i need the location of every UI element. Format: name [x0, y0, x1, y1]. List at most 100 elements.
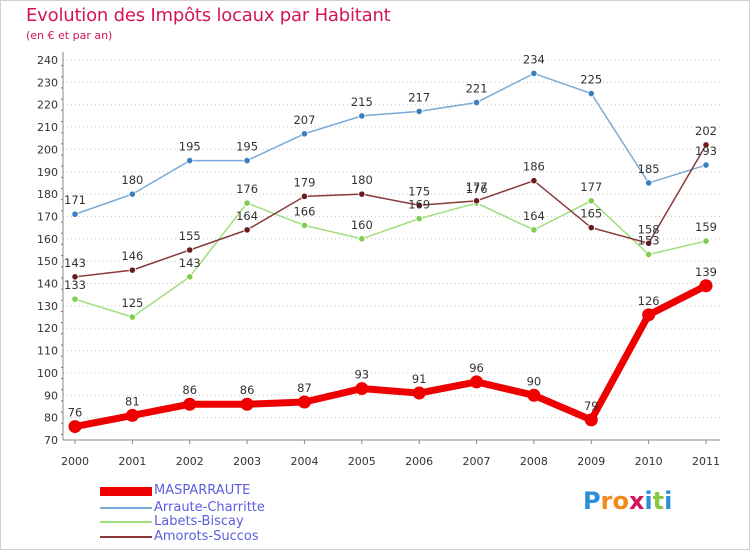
legend-swatch	[100, 507, 152, 509]
y-tick-label: 170	[37, 210, 58, 223]
y-tick-label: 200	[37, 143, 58, 156]
data-point	[645, 179, 653, 187]
grid-lines	[63, 59, 720, 419]
data-point	[530, 69, 538, 78]
legend-label: Labets-Biscay	[154, 514, 244, 529]
data-label: 179	[293, 175, 315, 189]
data-point	[702, 141, 710, 149]
data-point	[702, 237, 710, 245]
data-point	[587, 224, 595, 232]
data-label: 160	[351, 218, 373, 232]
data-point	[300, 192, 309, 200]
data-point	[358, 112, 366, 120]
data-label: 176	[466, 182, 488, 196]
data-point	[128, 266, 136, 274]
data-point	[125, 408, 139, 422]
y-tick-label: 110	[37, 345, 58, 358]
data-label: 171	[64, 193, 86, 207]
data-point	[587, 89, 595, 98]
chart-title: Evolution des Impôts locaux par Habitant	[26, 5, 391, 26]
data-point	[240, 397, 254, 411]
data-labels: 171 180 195 195 207 215 217 221 234 225 185 193 133 1…	[64, 52, 717, 419]
data-point	[527, 388, 541, 402]
data-point	[243, 199, 251, 207]
series-lines	[68, 69, 713, 434]
data-label: 91	[412, 372, 427, 386]
x-tick-label: 2009	[577, 455, 605, 468]
data-point	[71, 295, 79, 303]
data-label: 86	[240, 383, 255, 397]
data-point	[355, 382, 369, 396]
data-label: 159	[695, 220, 717, 234]
data-point	[358, 235, 366, 243]
y-tick-label: 90	[44, 389, 58, 402]
data-label: 177	[466, 180, 488, 194]
x-tick-label: 2010	[635, 455, 663, 468]
data-label: 125	[121, 296, 143, 310]
data-point	[584, 413, 598, 427]
y-tick-label: 160	[37, 233, 58, 246]
data-point	[300, 130, 309, 138]
data-label: 153	[638, 233, 660, 247]
data-label: 166	[293, 204, 315, 218]
data-label: 143	[64, 256, 86, 270]
data-label: 165	[580, 207, 602, 221]
data-point	[415, 107, 423, 116]
data-point	[300, 221, 309, 230]
data-label: 93	[354, 368, 369, 382]
series-line	[74, 200, 707, 318]
data-label: 195	[236, 140, 258, 154]
data-point	[186, 246, 194, 254]
legend-item-masparraute: MASPARRAUTE	[100, 483, 340, 499]
x-tick-label: 2006	[405, 455, 433, 468]
logo-letter: i	[664, 487, 673, 515]
data-label: 76	[68, 406, 83, 420]
data-point	[530, 226, 538, 234]
x-tick-label: 2005	[348, 455, 376, 468]
legend-swatch	[100, 487, 152, 496]
legend-label: MASPARRAUTE	[154, 483, 251, 498]
data-point	[243, 156, 251, 165]
chart-subtitle: (en € et par an)	[26, 29, 113, 42]
y-tick-label: 210	[37, 121, 58, 134]
y-tick-label: 220	[37, 99, 58, 112]
logo-letter: P	[583, 487, 601, 515]
data-label: 126	[638, 294, 660, 308]
data-label: 186	[523, 160, 545, 174]
data-label: 193	[695, 144, 717, 158]
data-label: 90	[527, 374, 542, 388]
data-label: 217	[408, 90, 430, 104]
data-point	[699, 279, 713, 293]
data-point	[297, 395, 311, 409]
y-tick-label: 240	[37, 54, 58, 67]
x-tick-label: 2003	[233, 455, 261, 468]
data-label: 185	[638, 162, 660, 176]
data-point	[530, 177, 538, 185]
logo-letter: t	[652, 487, 665, 515]
y-tick-label: 100	[37, 367, 58, 380]
legend-item-labets-biscay: Labets-Biscay	[100, 514, 340, 530]
y-tick-label: 190	[37, 166, 58, 179]
data-label: 207	[293, 113, 315, 127]
x-tick-label: 2008	[520, 455, 548, 468]
data-label: 221	[466, 81, 488, 95]
data-label: 175	[408, 184, 430, 198]
data-label: 215	[351, 95, 373, 109]
data-label: 79	[584, 399, 599, 413]
legend-label: Amorots-Succos	[154, 529, 259, 544]
data-label: 176	[236, 182, 258, 196]
data-point	[71, 210, 79, 218]
x-tick-label: 2002	[176, 455, 204, 468]
data-label: 133	[64, 278, 86, 292]
data-label: 86	[182, 383, 197, 397]
y-tick-label: 120	[37, 322, 58, 335]
y-tick-label: 80	[44, 412, 58, 425]
data-label: 164	[523, 209, 545, 223]
data-point	[186, 273, 194, 281]
data-point	[128, 190, 136, 198]
data-point	[243, 226, 251, 234]
data-point	[642, 308, 656, 322]
data-point	[128, 313, 136, 321]
x-tick-label: 2011	[692, 455, 720, 468]
